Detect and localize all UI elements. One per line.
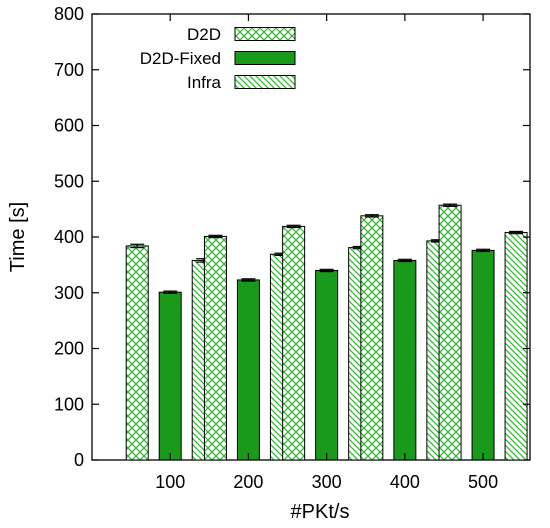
bar-d2d-fixed bbox=[471, 249, 495, 461]
bar-d2d bbox=[125, 245, 149, 461]
bar-d2d-fixed bbox=[236, 279, 260, 461]
x-axis-ticks: 100 200 300 400 500 bbox=[155, 14, 498, 492]
y-tick-label: 400 bbox=[54, 227, 84, 247]
y-tick-label: 0 bbox=[74, 450, 84, 470]
bar-d2d-fixed bbox=[158, 291, 182, 461]
bar-d2d-fixed bbox=[393, 259, 417, 461]
bar-d2d bbox=[360, 215, 384, 461]
y-tick-label: 500 bbox=[54, 171, 84, 191]
legend-label: D2D-Fixed bbox=[140, 49, 221, 68]
bar-d2d-fixed bbox=[315, 269, 339, 461]
y-tick-label: 600 bbox=[54, 116, 84, 136]
x-tick-label: 500 bbox=[468, 472, 498, 492]
legend-label: D2D bbox=[187, 25, 221, 44]
bar-infra bbox=[504, 232, 528, 461]
bar-d2d bbox=[438, 204, 462, 461]
y-axis-label: Time [s] bbox=[7, 202, 29, 272]
x-tick-label: 100 bbox=[155, 472, 185, 492]
plot-border bbox=[91, 13, 531, 461]
x-axis-label: #PKt/s bbox=[291, 501, 350, 523]
y-axis-ticks: 0 100 200 300 400 500 600 700 800 bbox=[54, 4, 530, 470]
y-tick-label: 100 bbox=[54, 394, 84, 414]
plot-area bbox=[91, 13, 531, 461]
bars-group bbox=[125, 203, 528, 461]
legend-label: Infra bbox=[187, 73, 222, 92]
x-tick-label: 300 bbox=[312, 472, 342, 492]
legend-swatch bbox=[234, 51, 296, 65]
x-tick-label: 200 bbox=[233, 472, 263, 492]
y-tick-label: 800 bbox=[54, 4, 84, 24]
legend: D2D D2D-Fixed Infra bbox=[140, 25, 296, 92]
y-tick-label: 200 bbox=[54, 339, 84, 359]
legend-swatch bbox=[234, 75, 296, 89]
legend-swatch bbox=[234, 27, 296, 41]
y-tick-label: 700 bbox=[54, 60, 84, 80]
bar-d2d bbox=[203, 235, 227, 461]
y-tick-label: 300 bbox=[54, 283, 84, 303]
x-tick-label: 400 bbox=[390, 472, 420, 492]
bar-d2d bbox=[282, 225, 306, 461]
